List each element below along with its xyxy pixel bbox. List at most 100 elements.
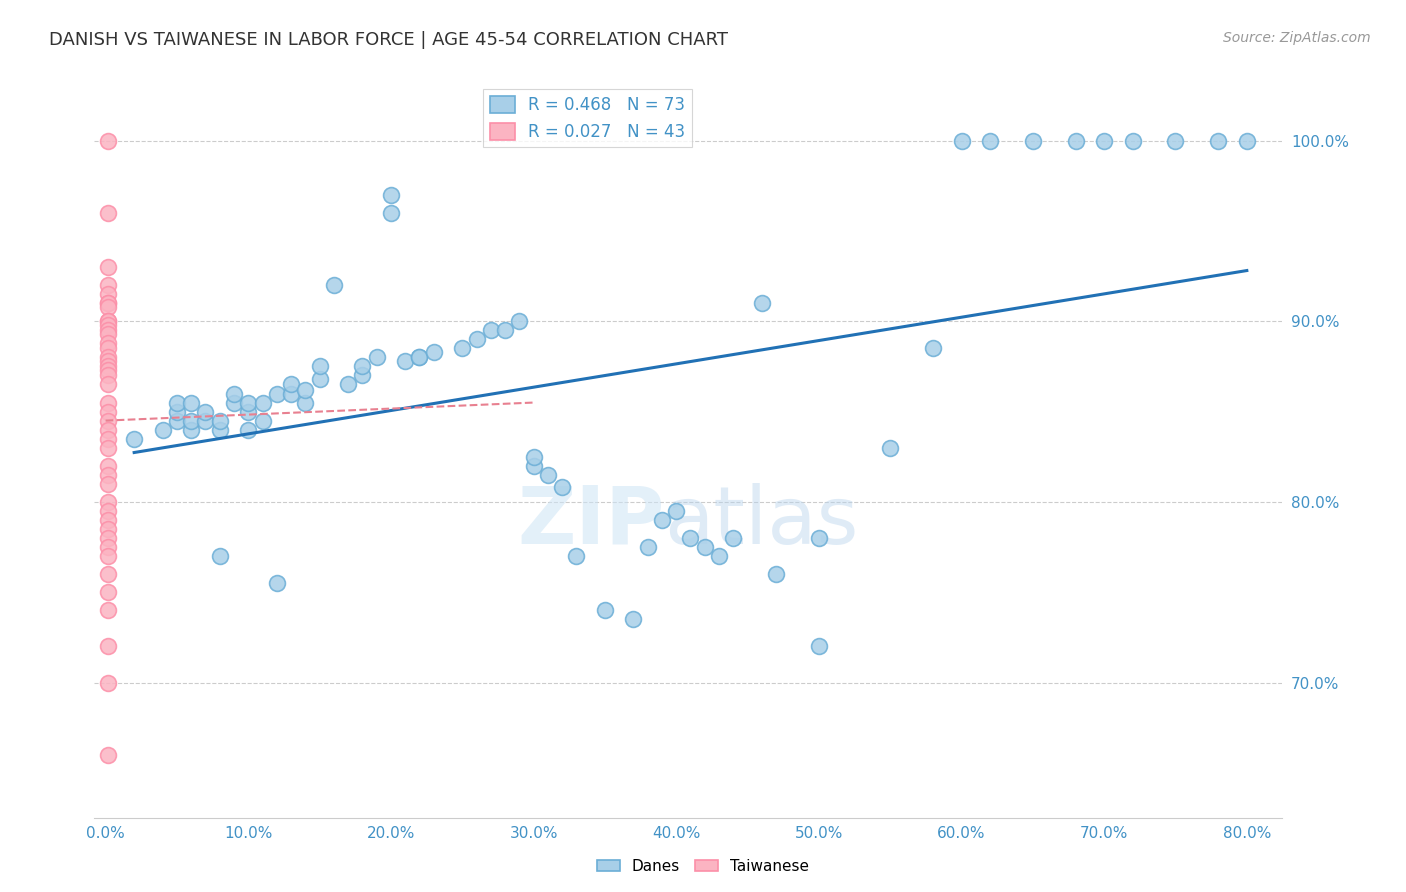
Point xyxy=(97,549,120,563)
Text: atlas: atlas xyxy=(665,483,859,561)
Point xyxy=(208,414,231,428)
Point xyxy=(294,395,316,409)
Point xyxy=(97,314,120,328)
Point xyxy=(97,414,120,428)
Point xyxy=(97,359,120,374)
Point xyxy=(1164,134,1187,148)
Point xyxy=(1092,134,1115,148)
Point xyxy=(508,314,530,328)
Point xyxy=(97,540,120,554)
Point xyxy=(366,351,388,365)
Point xyxy=(266,576,288,591)
Point xyxy=(807,640,830,654)
Point xyxy=(337,377,360,392)
Point xyxy=(180,414,202,428)
Point xyxy=(637,540,659,554)
Point xyxy=(166,414,188,428)
Point xyxy=(751,296,773,310)
Point xyxy=(97,458,120,473)
Point xyxy=(280,386,302,401)
Point xyxy=(522,450,544,464)
Point xyxy=(97,531,120,545)
Point xyxy=(593,603,616,617)
Point xyxy=(252,395,274,409)
Point xyxy=(97,363,120,377)
Point xyxy=(408,351,430,365)
Point xyxy=(97,318,120,332)
Point xyxy=(152,423,174,437)
Point xyxy=(97,441,120,455)
Point xyxy=(208,423,231,437)
Point xyxy=(723,531,745,545)
Point xyxy=(97,377,120,392)
Point xyxy=(97,368,120,383)
Point xyxy=(97,504,120,518)
Point xyxy=(1206,134,1229,148)
Point xyxy=(97,423,120,437)
Point xyxy=(208,549,231,563)
Point xyxy=(97,300,120,314)
Point xyxy=(180,423,202,437)
Point xyxy=(322,278,344,293)
Point xyxy=(97,747,120,762)
Point xyxy=(879,441,901,455)
Point xyxy=(166,395,188,409)
Legend: Danes, Taiwanese: Danes, Taiwanese xyxy=(591,853,815,880)
Point xyxy=(1122,134,1144,148)
Point xyxy=(97,287,120,301)
Point xyxy=(238,404,260,418)
Point xyxy=(194,404,217,418)
Point xyxy=(665,504,688,518)
Point xyxy=(1236,134,1258,148)
Point xyxy=(651,513,673,527)
Legend: R = 0.468   N = 73, R = 0.027   N = 43: R = 0.468 N = 73, R = 0.027 N = 43 xyxy=(482,89,692,147)
Point xyxy=(707,549,730,563)
Point xyxy=(922,342,945,356)
Point xyxy=(97,323,120,337)
Point xyxy=(97,495,120,509)
Point xyxy=(97,432,120,446)
Point xyxy=(97,404,120,418)
Point xyxy=(765,567,787,582)
Point xyxy=(352,359,374,374)
Point xyxy=(693,540,716,554)
Point xyxy=(465,332,488,346)
Point xyxy=(97,467,120,482)
Point xyxy=(1064,134,1087,148)
Point xyxy=(97,567,120,582)
Point xyxy=(97,513,120,527)
Point xyxy=(623,612,645,626)
Point xyxy=(97,335,120,350)
Point xyxy=(97,326,120,341)
Point xyxy=(380,187,402,202)
Point xyxy=(537,467,560,482)
Point xyxy=(97,278,120,293)
Point xyxy=(97,296,120,310)
Point xyxy=(97,675,120,690)
Point xyxy=(194,414,217,428)
Point xyxy=(97,522,120,536)
Point xyxy=(97,206,120,220)
Point xyxy=(97,476,120,491)
Text: ZIP: ZIP xyxy=(517,483,665,561)
Point xyxy=(565,549,588,563)
Point xyxy=(979,134,1001,148)
Point xyxy=(380,206,402,220)
Point xyxy=(222,395,245,409)
Point xyxy=(97,296,120,310)
Point xyxy=(807,531,830,545)
Point xyxy=(222,386,245,401)
Point xyxy=(97,342,120,356)
Point xyxy=(308,359,330,374)
Point xyxy=(180,395,202,409)
Point xyxy=(97,640,120,654)
Point xyxy=(97,260,120,274)
Point xyxy=(166,404,188,418)
Point xyxy=(97,354,120,368)
Point xyxy=(97,585,120,599)
Point xyxy=(679,531,702,545)
Point xyxy=(1022,134,1045,148)
Text: DANISH VS TAIWANESE IN LABOR FORCE | AGE 45-54 CORRELATION CHART: DANISH VS TAIWANESE IN LABOR FORCE | AGE… xyxy=(49,31,728,49)
Point xyxy=(950,134,973,148)
Point xyxy=(551,480,574,494)
